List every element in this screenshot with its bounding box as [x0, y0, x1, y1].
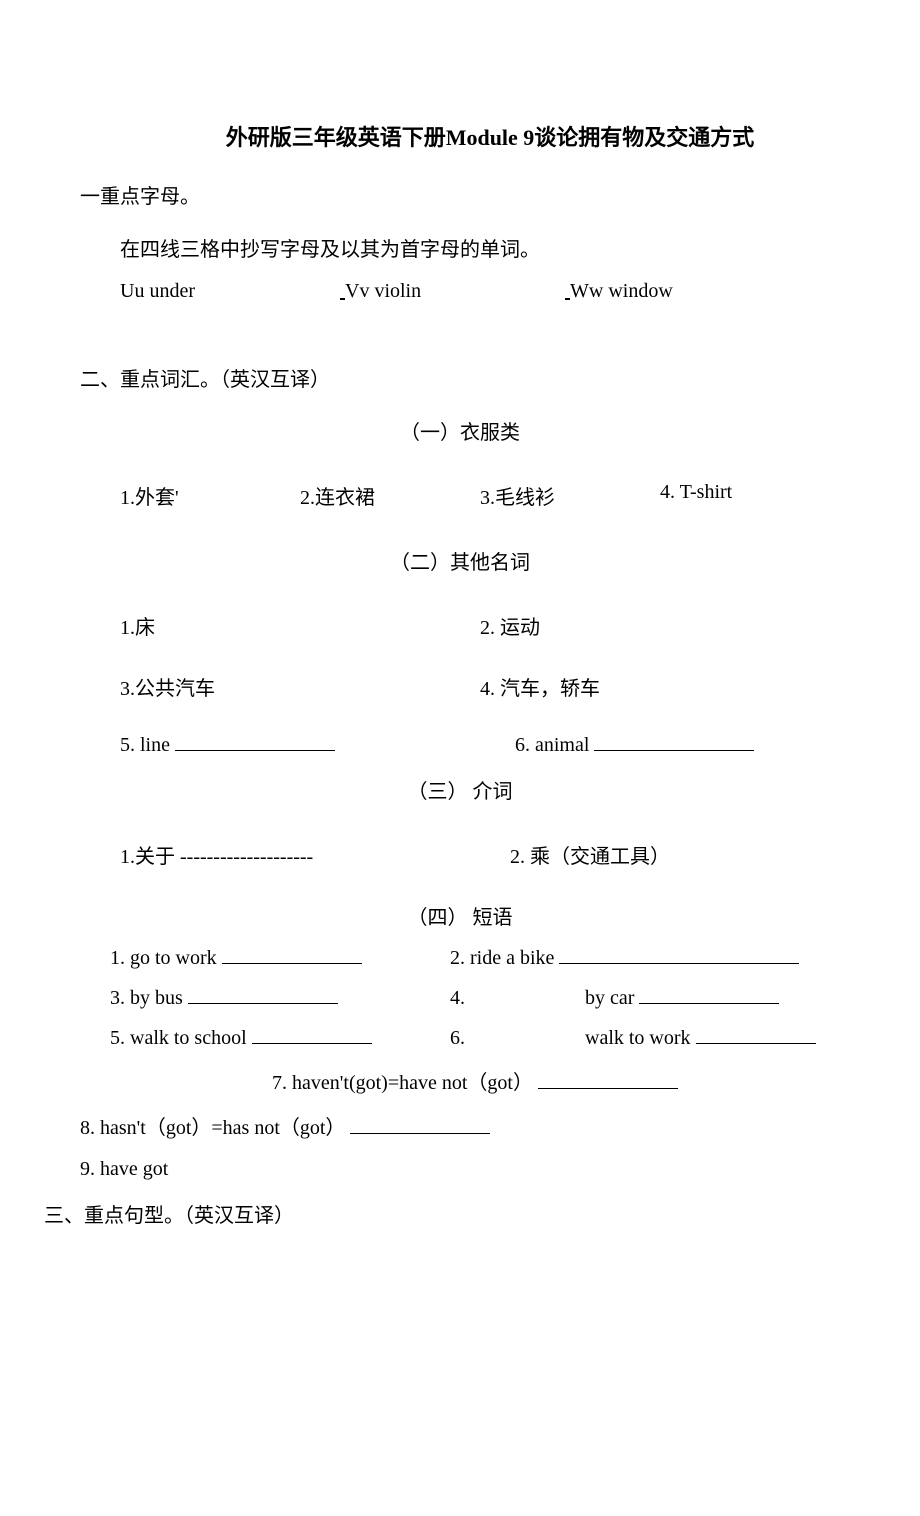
nouns-item-5: 5. line [120, 733, 445, 757]
section-1-instruction: 在四线三格中抄写字母及以其为首字母的单词。 [120, 233, 840, 262]
prep-item-1-label: 1.关于 [120, 846, 175, 868]
phrase-item-6-label: walk to work [585, 1027, 691, 1049]
subsection-3-title: （三） 介词 [80, 775, 840, 804]
section-1-heading: 一重点字母。 [80, 180, 840, 209]
nouns-item-6: 6. animal [445, 733, 840, 757]
phrase-item-9: 9. have got [80, 1158, 840, 1181]
subsection-4-title: （四） 短语 [80, 901, 840, 930]
phrase-item-4: 4. by car [450, 986, 840, 1010]
clothes-item-3: 3.毛线衫 [480, 481, 660, 510]
blank-line [538, 1071, 678, 1089]
phrase-item-8: 8. hasn't（got）=has not（got） [80, 1111, 840, 1140]
prep-row: 1.关于 -------------------- 2. 乘（交通工具） [120, 840, 840, 869]
nouns-item-3: 3.公共汽车 [120, 672, 480, 701]
phrase-item-6: 6. walk to work [450, 1026, 840, 1050]
prep-item-2: 2. 乘（交通工具） [450, 840, 840, 869]
letter-practice-line: Uu under Vv violin Ww window [120, 280, 840, 303]
nouns-item-5-label: 5. line [120, 734, 170, 756]
subsection-1-title: （一）衣服类 [80, 416, 840, 445]
phrase-item-8-label: 8. hasn't（got）=has not（got） [80, 1117, 345, 1139]
subsection-2-title: （二）其他名词 [80, 546, 840, 575]
nouns-item-4: 4. 汽车，轿车 [480, 672, 840, 701]
phrase-item-5-label: 5. walk to school [110, 1027, 247, 1049]
letter-item-2: Vv violin [345, 280, 565, 303]
phrase-item-1: 1. go to work [110, 946, 450, 970]
clothes-item-2: 2.连衣裙 [300, 481, 480, 510]
phrase-item-7-label: 7. haven't(got)=have not（got） [272, 1072, 533, 1094]
phrase-row-1: 1. go to work 2. ride a bike [110, 946, 840, 970]
clothes-item-4: 4. T-shirt [660, 481, 840, 510]
blank-line [188, 986, 338, 1004]
blank-line [252, 1026, 372, 1044]
letter-item-3: Ww window [570, 280, 673, 303]
blank-line [222, 946, 362, 964]
phrase-item-3-label: 3. by bus [110, 987, 183, 1009]
blank-line [175, 733, 335, 751]
nouns-item-6-label: 6. animal [515, 734, 589, 756]
clothes-item-1: 1.外套' [120, 481, 300, 510]
section-2-heading: 二、重点词汇。（英汉互译） [80, 363, 840, 392]
phrase-item-1-label: 1. go to work [110, 947, 217, 969]
document-title: 外研版三年级英语下册Module 9谈论拥有物及交通方式 [80, 120, 840, 152]
dash-blank: -------------------- [180, 846, 313, 869]
letter-item-1: Uu under [120, 280, 340, 303]
section-3-heading: 三、重点句型。（英汉互译） [44, 1199, 840, 1228]
phrase-row-3: 5. walk to school 6. walk to work [110, 1026, 840, 1050]
blank-line [639, 986, 779, 1004]
phrase-item-4-label: by car [585, 987, 634, 1009]
phrase-item-7: 7. haven't(got)=have not（got） [110, 1066, 840, 1095]
phrase-item-4-num: 4. [450, 987, 580, 1010]
phrase-item-5: 5. walk to school [110, 1026, 450, 1050]
nouns-item-2: 2. 运动 [480, 611, 840, 640]
phrase-item-2-label: 2. ride a bike [450, 947, 554, 969]
nouns-row-3: 5. line 6. animal [120, 733, 840, 757]
phrase-row-2: 3. by bus 4. by car [110, 986, 840, 1010]
phrase-item-2: 2. ride a bike [450, 946, 840, 970]
nouns-row-2: 3.公共汽车 4. 汽车，轿车 [120, 672, 840, 701]
blank-line [696, 1026, 816, 1044]
blank-line [559, 946, 799, 964]
blank-line [594, 733, 754, 751]
phrase-item-6-num: 6. [450, 1027, 580, 1050]
prep-item-1: 1.关于 -------------------- [120, 840, 450, 869]
clothes-row: 1.外套' 2.连衣裙 3.毛线衫 4. T-shirt [120, 481, 840, 510]
nouns-item-1: 1.床 [120, 611, 480, 640]
phrase-item-3: 3. by bus [110, 986, 450, 1010]
blank-line [350, 1116, 490, 1134]
nouns-row-1: 1.床 2. 运动 [120, 611, 840, 640]
